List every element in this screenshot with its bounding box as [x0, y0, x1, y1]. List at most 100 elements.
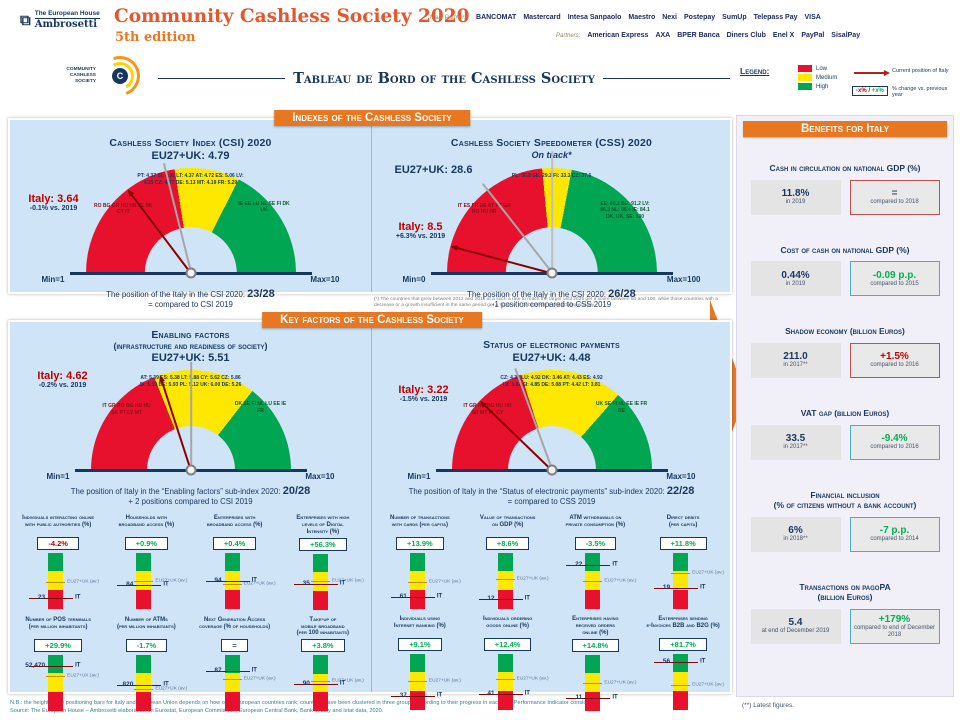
kpi-bar-chart: EU27+UK (av.) 87 IT [192, 654, 278, 713]
legend-change-box: -x% / +x% [852, 86, 888, 96]
legend-title: Legend: [740, 66, 770, 76]
italy-position-arrow-icon [854, 70, 890, 76]
kpi-bar-chart: EU27+UK (av.) 37 IT [377, 654, 463, 712]
kpi-bar-chart: EU27+UK (av.) 52,470 IT [15, 654, 101, 713]
italy-marker-line [478, 694, 523, 696]
eu-average-tag: EU27+UK (av.) [428, 678, 461, 684]
italy-value: 52,470 [25, 662, 46, 670]
partner-logo: Maestro [628, 14, 656, 21]
benefit-value-box: 211.0 in 2017** [750, 342, 841, 378]
partner-logo: Intesa Sanpaolo [567, 14, 622, 21]
kpi-title: Number of POS terminals (per million inha… [25, 616, 91, 630]
legend-arrow-label: Current position of Italy [892, 68, 949, 74]
italy-tag: IT [251, 668, 257, 675]
ccs-logo-text: Community Cashless Society [66, 67, 96, 84]
kpi-change-badge: +3.8% [301, 639, 345, 653]
italy-rank-line: The position of the Italy in the CSI 202… [106, 288, 275, 300]
italy-value: 12 [487, 595, 495, 603]
legend-item-high: High [798, 83, 837, 90]
footer-source: Source: The European House – Ambrosetti … [10, 707, 384, 714]
benefit-delta-box: -7 p.p. compared to 2014 [849, 516, 940, 552]
eu-average-tag: EU27+UK (av.) [243, 581, 276, 587]
italy-value: 19 [662, 583, 671, 591]
italy-rank-line: The position of Italy in the “Enabling f… [70, 485, 311, 497]
gauge-max-label: Max=10 [305, 472, 335, 481]
kpi-cell: Households with broadband access (%) +0.9%… [102, 515, 190, 612]
kpi-title: Individuals using Internet banking (%) [393, 616, 446, 629]
kpi-cell: Take-up of mobile broadband (per 100 inhab… [279, 617, 367, 714]
logo-line1: The European House [34, 10, 100, 19]
ccs-logo: Community Cashless Society C [52, 49, 147, 103]
gauge-title-csi: Cashless Society Index (CSI) 2020 [109, 137, 272, 149]
kpi-bar-chart: EU27+UK (av.) 41 IT [465, 654, 551, 712]
eu-average-tag: EU27+UK (av.) [331, 678, 364, 684]
high-swatch [798, 83, 812, 90]
benefit-delta-box: +179% compared to end of December 2018 [849, 609, 940, 644]
gauge-csi: RO BG GR HU HR PL SK CY IT PT: 4.37 SI: … [28, 162, 340, 284]
kpi-cell: Enterprises with high levels of Digital In… [279, 515, 367, 612]
partner-logo: Postepay [684, 14, 716, 21]
kpi-change-badge: +9.1% [398, 638, 442, 651]
kpi-change-badge: = [221, 638, 248, 652]
footer-note: N.B.: the height of the positioning bars… [10, 700, 732, 715]
italy-tag: IT [75, 662, 81, 669]
country-labels-high: UK SE FI NL EE IE FR BE [595, 401, 648, 414]
eu-average-css: EU27+UK: 28.6 [394, 164, 473, 176]
kpi-change-badge: +11.8% [659, 537, 707, 550]
kpi-bar-chart: EU27+UK (av.) 22 IT [552, 553, 638, 611]
benefit-item: Transactions on pagoPA (billion Euros) 5.4… [743, 582, 947, 644]
eu-average-tag: EU27+UK (av.) [155, 686, 188, 692]
ambrosetti-logo: ⧉ The European House Ambrosetti [20, 10, 112, 30]
italy-rank-line: The position of the Italy in the CSI 202… [467, 288, 636, 300]
kpi-change-badge: -3.5% [574, 537, 617, 550]
italy-marker-line [29, 665, 74, 667]
kpi-title: ATM withdrawals on private consumption (%… [565, 515, 626, 528]
on-track-needle [550, 151, 553, 274]
kpi-bar-chart: EU27+UK (av.) 35 IT [280, 553, 366, 612]
italy-value: 820 [122, 681, 134, 689]
kpi-title: Enterprises having received orders online … [572, 616, 619, 636]
benefit-delta-box: -0.09 p.p. compared to 2015 [849, 261, 940, 297]
kpi-title: Take-up of mobile broadband (per 100 inhab… [296, 616, 350, 637]
kpi-bar-chart: EU27+UK (av.) 820 IT [103, 654, 189, 713]
main-partners-label: Main Partners: [430, 14, 470, 21]
kpi-bar-chart: EU27+UK (av.) 23 IT [15, 553, 101, 611]
italy-tag: IT [75, 594, 81, 601]
partner-logo: AXA [655, 32, 671, 39]
kpi-change-badge: +13.9% [396, 537, 444, 550]
rank-compare-line: = compared to CSI 2019 [148, 300, 233, 309]
legend-change-label: % change vs. previous year [892, 86, 948, 98]
partner-logo: Telepass Pay [753, 14, 798, 21]
gauge-min-label: Min=0 [402, 275, 426, 284]
kpi-title: Direct debits (per capita) [666, 515, 700, 528]
footer-nb: N.B.: the height of the positioning bars… [10, 700, 600, 706]
benefit-delta-box: -9.4% compared to 2016 [849, 424, 940, 460]
kpi-grid-enabling: Individuals interacting online with publi… [10, 515, 371, 713]
main-partner-logos: BANCOMAT Mastercard Intesa Sanpaolo Maestro… [476, 14, 821, 21]
kpi-cell: Individuals interacting online with publi… [14, 515, 102, 612]
italy-value: 23 [37, 593, 46, 601]
css-card: Cashless Society Speedometer (CSS) 2020 … [371, 120, 731, 309]
benefit-title: Transactions on pagoPA [799, 581, 891, 592]
partners-row: Partners: American Express AXA BPER Banca D… [556, 32, 860, 39]
benefit-title: Cash in circulation on national GDP (%) [769, 163, 921, 173]
kpi-change-badge: +29.9% [34, 638, 82, 652]
kpi-change-badge: -4.2% [37, 537, 79, 550]
enabling-factors-half: Enabling factors (infrastructure and rea… [10, 322, 371, 712]
benefit-title: Cost of cash on national GDP (%) [780, 244, 910, 255]
benefit-item: Shadow economy (billion Euros) 211.0 in 20… [743, 326, 947, 378]
eu-average-tag: EU27+UK (av.) [692, 570, 725, 576]
italy-marker-line [566, 698, 611, 700]
gauge-payments: IT GR RO BG HU HR SK MT PL CY CZ: 4.35 L… [398, 368, 696, 481]
gauge-max-label: Max=10 [666, 472, 696, 481]
page-title: Community Cashless Society 2020 [114, 6, 470, 27]
benefit-value-box: 0.44% in 2019 [750, 261, 841, 297]
rank-compare-line: + 2 positions compared to CSI 2019 [128, 497, 253, 506]
kpi-change-badge: +8.6% [485, 537, 530, 550]
italy-marker-line [390, 596, 435, 598]
gauge-max-label: Max=10 [310, 275, 340, 284]
kpi-bar-chart: EU27+UK (av.) 11 IT [552, 654, 638, 713]
speedometer-footnote: (*) The countries that grew between 2012… [374, 297, 718, 309]
kpi-cell: Number of POS terminals (per million inha… [14, 617, 102, 714]
kpi-bar-chart: EU27+UK (av.) 61 IT [377, 553, 463, 611]
